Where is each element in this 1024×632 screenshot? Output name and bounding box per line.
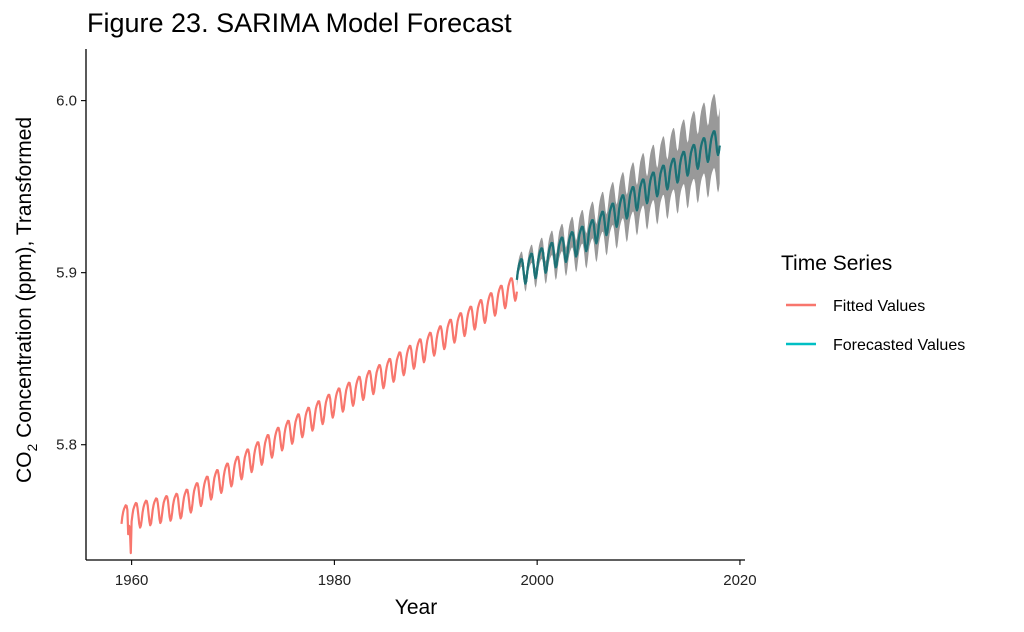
y-axis-title-prefix: CO — [13, 452, 36, 484]
fitted-values-line — [120, 277, 518, 555]
forecasted-values-line-overlay — [515, 130, 721, 285]
legend-label-forecast: Forecasted Values — [833, 337, 965, 354]
y-axis-title-suffix: Concentration (ppm), Transformed — [13, 117, 36, 444]
x-axis: 1960 1980 2000 2020 — [115, 560, 757, 589]
y-axis: 5.8 5.9 6.0 — [56, 93, 86, 454]
x-tick-label: 2000 — [520, 572, 553, 589]
y-tick-label: 5.9 — [56, 265, 77, 282]
legend-label-fitted: Fitted Values — [833, 298, 925, 315]
chart-title: Figure 23. SARIMA Model Forecast — [87, 8, 512, 38]
x-tick-label: 2020 — [723, 572, 756, 589]
plot-area — [120, 94, 721, 555]
y-tick-label: 5.8 — [56, 437, 77, 454]
legend: Time Series Fitted Values Forecasted Val… — [781, 252, 965, 354]
x-axis-title: Year — [395, 596, 437, 619]
legend-title: Time Series — [781, 252, 892, 275]
y-tick-label: 6.0 — [56, 93, 77, 110]
lines-layer — [120, 130, 721, 555]
interval-layer — [516, 94, 720, 292]
y-axis-title: CO2 Concentration (ppm), Transformed — [13, 117, 40, 483]
x-tick-label: 1980 — [318, 572, 351, 589]
y-axis-title-subscript: 2 — [24, 444, 40, 452]
forecast-interval-band — [516, 94, 720, 292]
x-tick-label: 1960 — [115, 572, 148, 589]
